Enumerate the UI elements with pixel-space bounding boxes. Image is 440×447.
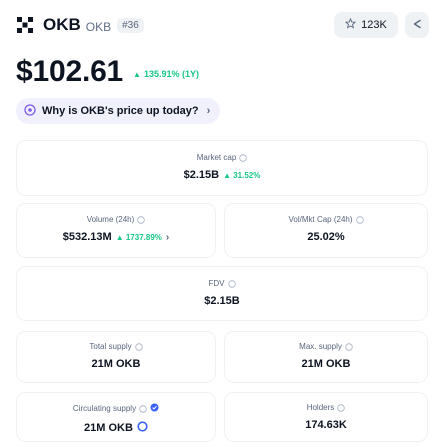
max-supply-label: Max. supply [299,342,342,351]
verified-badge-icon [150,403,159,414]
info-icon[interactable] [239,153,247,162]
supply-ring-icon [137,421,148,435]
coin-name: OKB [43,15,81,34]
chevron-right-icon: › [206,105,211,117]
volume-value: $532.13M [62,231,112,243]
market-cap-change: ▲ 31.52% [223,170,261,180]
ai-sparkle-icon [24,103,36,119]
market-cap-card[interactable]: Market cap $2.15B ▲ 31.52% [16,140,428,196]
share-button[interactable] [405,12,429,38]
info-icon[interactable] [139,404,147,413]
vol-mkt-cap-card[interactable]: Vol/Mkt Cap (24h) 25.02% [224,203,428,258]
triangle-up-icon: ▲ [133,69,141,79]
volume-label: Volume (24h) [86,215,135,224]
watchlist-button[interactable]: 123K [334,12,398,38]
market-cap-change-value: 31.52% [233,170,261,180]
why-price-up-button[interactable]: Why is OKB's price up today? › [16,98,221,124]
holders-value: 174.63K [305,419,347,431]
info-icon[interactable] [227,279,236,288]
circulating-supply-card[interactable]: Circulating supply 21M OKB [16,392,216,442]
share-icon [412,16,422,34]
why-prompt-label: Why is OKB's price up today? [42,105,199,117]
circulating-supply-value: 21M OKB [84,422,133,434]
vol-mkt-cap-value: 25.02% [307,231,345,243]
coin-symbol: OKB [85,19,112,34]
market-cap-label: Market cap [196,153,237,162]
price-change-value: 135.91% (1Y) [143,69,200,79]
fdv-value: $2.15B [204,295,240,307]
vol-mkt-cap-label: Vol/Mkt Cap (24h) [288,215,353,224]
watchlist-count: 123K [361,19,387,31]
coin-header: OKB OKB #36 123K [16,12,429,38]
max-supply-value: 21M OKB [301,358,351,370]
total-supply-card[interactable]: Total supply 21M OKB [16,331,216,383]
volume-change-value: 1737.89% [125,232,162,242]
info-icon[interactable] [137,215,145,224]
chevron-right-icon: › [165,231,170,243]
fdv-card[interactable]: FDV $2.15B [16,266,428,321]
holders-card[interactable]: Holders 174.63K [224,392,428,442]
coin-price: $102.61 [16,55,124,88]
holders-label: Holders [306,403,335,412]
volume-card[interactable]: Volume (24h) $532.13M ▲ 1737.89% › [16,203,216,258]
market-cap-value: $2.15B [183,169,220,181]
info-icon[interactable] [345,342,353,351]
info-icon[interactable] [355,215,364,224]
total-supply-value: 21M OKB [91,358,141,370]
max-supply-card[interactable]: Max. supply 21M OKB [224,331,428,383]
price-row: $102.61 ▲ 135.91% (1Y) [16,52,199,92]
okb-logo-icon [16,16,34,34]
volume-change: ▲ 1737.89% [115,232,162,242]
info-icon[interactable] [337,403,345,412]
rank-badge: #36 [117,18,144,33]
total-supply-label: Total supply [89,342,132,351]
info-icon[interactable] [134,342,143,351]
circulating-supply-label: Circulating supply [72,404,137,413]
price-change: ▲ 135.91% (1Y) [133,69,199,79]
star-icon [344,17,357,32]
fdv-label: FDV [208,279,225,288]
